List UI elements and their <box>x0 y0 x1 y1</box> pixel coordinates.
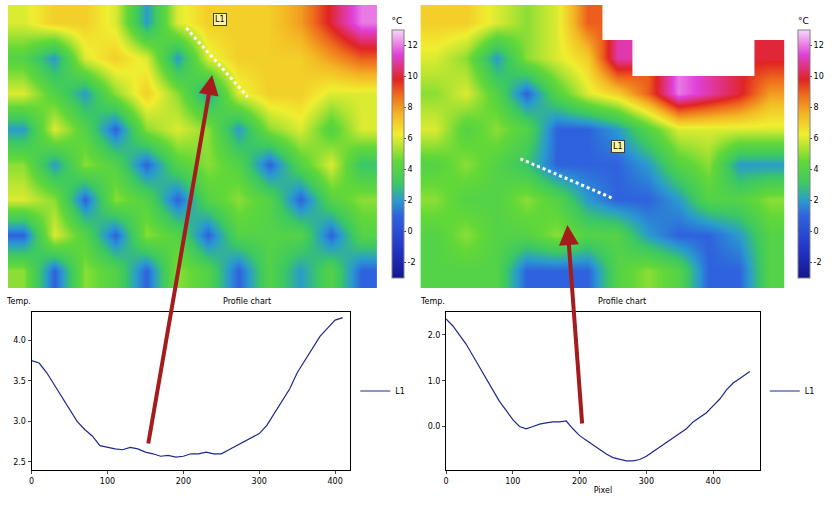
svg-text:8: 8 <box>814 103 819 112</box>
svg-text:0: 0 <box>443 477 448 486</box>
svg-text:Temp.: Temp. <box>6 297 31 306</box>
svg-text:12: 12 <box>814 41 824 50</box>
svg-text:2.5: 2.5 <box>13 458 26 467</box>
svg-text:1.0: 1.0 <box>428 377 441 386</box>
svg-text:10: 10 <box>814 72 824 81</box>
svg-text:L1: L1 <box>395 387 405 396</box>
svg-text:2: 2 <box>814 196 819 205</box>
svg-text:0.0: 0.0 <box>428 422 441 431</box>
svg-text:L1: L1 <box>613 142 623 151</box>
svg-text:10: 10 <box>408 72 418 81</box>
svg-text:300: 300 <box>639 477 654 486</box>
svg-text:12: 12 <box>408 41 418 50</box>
svg-text:4: 4 <box>814 165 819 174</box>
svg-text:100: 100 <box>505 477 520 486</box>
svg-text:400: 400 <box>705 477 720 486</box>
svg-text:Profile chart: Profile chart <box>223 297 271 306</box>
svg-text:3.5: 3.5 <box>13 377 26 386</box>
svg-text:2.0: 2.0 <box>428 331 441 340</box>
svg-text:L1: L1 <box>215 15 225 24</box>
svg-text:2: 2 <box>408 196 413 205</box>
svg-text:0: 0 <box>814 227 819 236</box>
svg-text:200: 200 <box>176 477 191 486</box>
svg-text:0: 0 <box>29 477 34 486</box>
svg-text:-2: -2 <box>814 258 822 267</box>
svg-text:L1: L1 <box>805 387 815 396</box>
svg-text:°C: °C <box>391 16 402 26</box>
svg-text:Pixel: Pixel <box>594 486 613 495</box>
svg-text:0: 0 <box>408 227 413 236</box>
svg-text:4: 4 <box>408 165 413 174</box>
svg-text:Temp.: Temp. <box>420 297 445 306</box>
svg-text:3.0: 3.0 <box>13 417 26 426</box>
svg-text:Profile chart: Profile chart <box>598 297 646 306</box>
svg-text:6: 6 <box>814 134 819 143</box>
svg-text:4.0: 4.0 <box>13 336 26 345</box>
svg-text:6: 6 <box>408 134 413 143</box>
svg-text:8: 8 <box>408 103 413 112</box>
svg-text:400: 400 <box>328 477 343 486</box>
svg-text:°C: °C <box>798 16 809 26</box>
svg-text:200: 200 <box>572 477 587 486</box>
svg-text:100: 100 <box>100 477 115 486</box>
svg-text:300: 300 <box>252 477 267 486</box>
svg-text:-2: -2 <box>408 258 416 267</box>
